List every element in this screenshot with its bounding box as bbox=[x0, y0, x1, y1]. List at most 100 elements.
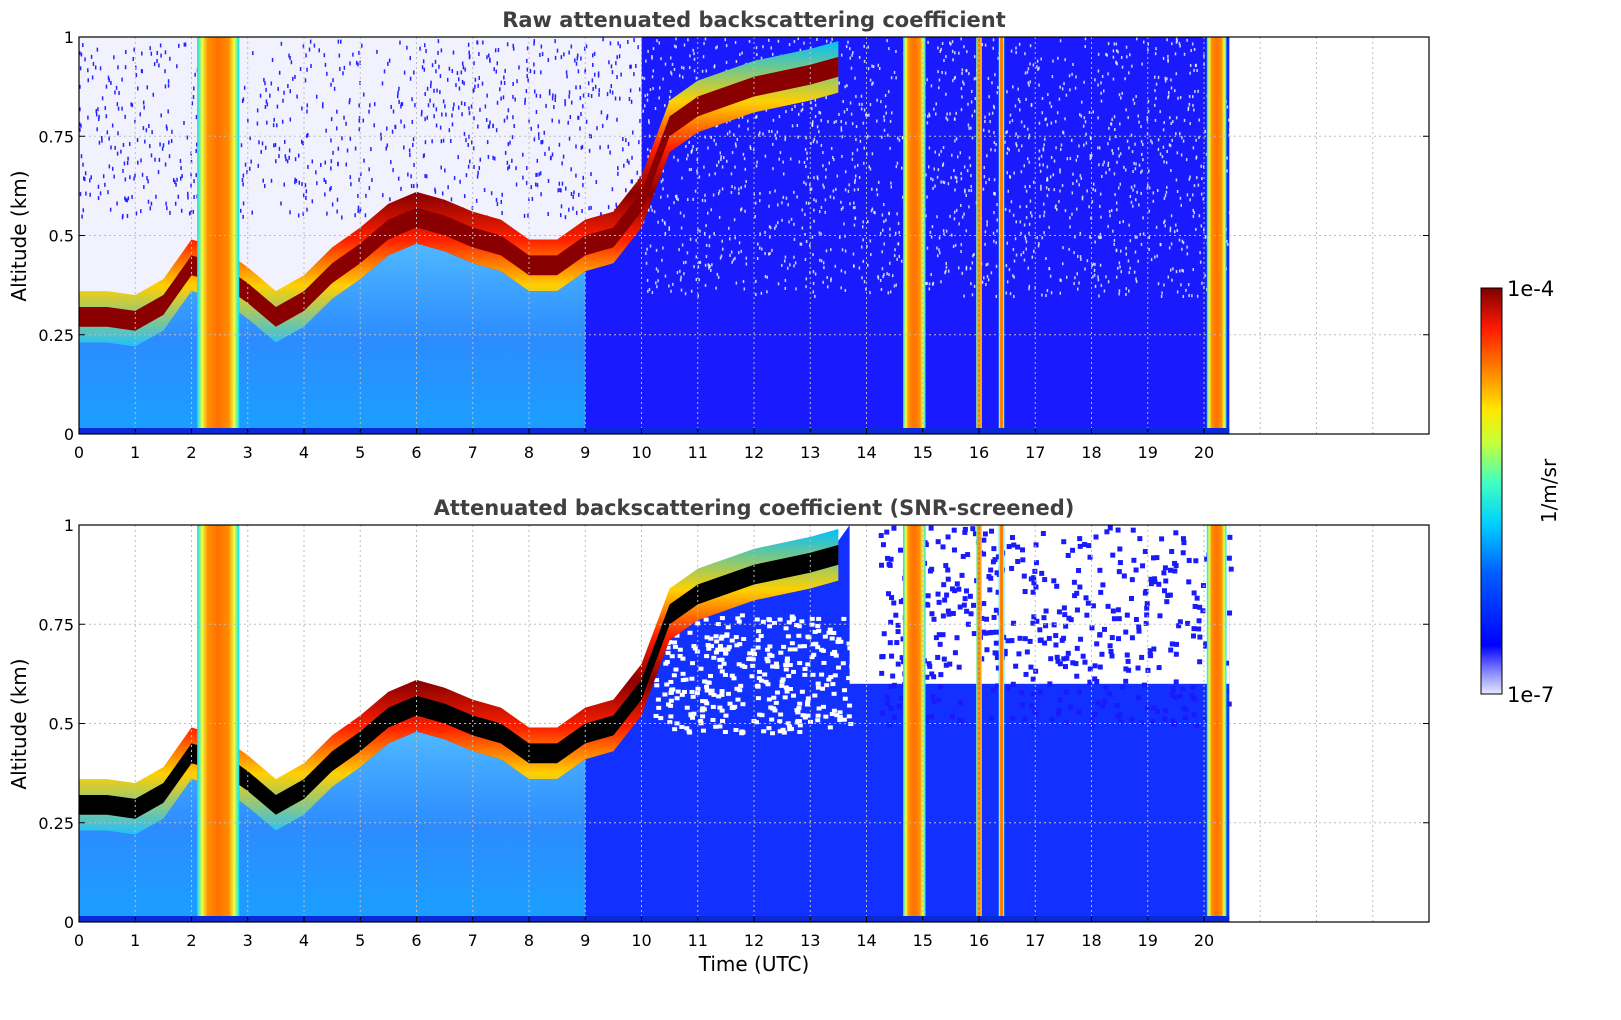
noise-speckle bbox=[867, 67, 870, 71]
noise-speckle bbox=[879, 278, 882, 282]
noise-speckle bbox=[607, 205, 610, 210]
noise-speckle bbox=[970, 126, 972, 130]
noise-speckle bbox=[813, 208, 815, 212]
noise-speckle bbox=[142, 126, 145, 131]
noise-speckle bbox=[85, 191, 87, 196]
screened-speckle bbox=[784, 689, 790, 694]
screened-speckle bbox=[729, 673, 735, 678]
cloud-fragment bbox=[1116, 569, 1122, 575]
noise-speckle bbox=[578, 192, 580, 197]
noise-speckle bbox=[609, 41, 612, 46]
noise-speckle bbox=[704, 193, 706, 197]
screened-speckle bbox=[750, 663, 756, 668]
cloud-fragment bbox=[1116, 616, 1122, 622]
noise-speckle bbox=[358, 177, 360, 182]
noise-speckle bbox=[994, 148, 996, 152]
noise-speckle bbox=[1010, 49, 1013, 53]
noise-speckle bbox=[1148, 169, 1150, 173]
noise-speckle bbox=[940, 47, 942, 51]
noise-speckle bbox=[678, 248, 680, 252]
noise-speckle bbox=[1100, 81, 1102, 85]
noise-speckle bbox=[330, 159, 333, 164]
x-tick-label: 0 bbox=[74, 443, 84, 462]
noise-speckle bbox=[889, 146, 891, 150]
noise-speckle bbox=[540, 192, 542, 197]
noise-speckle bbox=[1157, 282, 1160, 286]
noise-speckle bbox=[1058, 97, 1061, 101]
noise-speckle bbox=[820, 118, 822, 122]
y-tick-label: 0.25 bbox=[38, 814, 74, 833]
noise-speckle bbox=[1075, 207, 1078, 211]
noise-speckle bbox=[1164, 194, 1167, 198]
screened-speckle bbox=[801, 644, 807, 649]
noise-speckle bbox=[652, 47, 655, 51]
noise-speckle bbox=[717, 160, 720, 164]
noise-speckle bbox=[947, 182, 950, 186]
noise-speckle bbox=[964, 190, 966, 194]
noise-speckle bbox=[1057, 56, 1059, 60]
noise-speckle bbox=[740, 249, 743, 253]
noise-speckle bbox=[701, 198, 704, 202]
noise-speckle bbox=[1043, 210, 1046, 214]
noise-speckle bbox=[657, 220, 659, 224]
noise-speckle bbox=[896, 212, 898, 216]
noise-speckle bbox=[1138, 163, 1141, 167]
noise-speckle bbox=[811, 235, 814, 239]
noise-speckle bbox=[840, 128, 843, 132]
noise-speckle bbox=[996, 91, 999, 95]
noise-speckle bbox=[242, 214, 244, 219]
x-tick-label: 2 bbox=[186, 443, 196, 462]
cloud-fragment bbox=[1126, 667, 1132, 673]
noise-speckle bbox=[818, 110, 820, 114]
cloud-fragment bbox=[1117, 560, 1123, 566]
noise-speckle bbox=[814, 294, 816, 298]
x-tick-label: 2 bbox=[186, 931, 196, 950]
screened-speckle bbox=[791, 693, 797, 698]
cloud-fragment bbox=[927, 568, 933, 574]
noise-speckle bbox=[1019, 205, 1021, 209]
noise-speckle bbox=[622, 147, 624, 152]
noise-speckle bbox=[1203, 228, 1205, 232]
noise-speckle bbox=[887, 90, 890, 94]
noise-speckle bbox=[1049, 101, 1051, 105]
noise-speckle bbox=[1091, 263, 1093, 267]
noise-speckle bbox=[617, 171, 619, 176]
noise-speckle bbox=[193, 86, 195, 91]
noise-speckle bbox=[742, 152, 745, 156]
noise-speckle bbox=[1107, 142, 1109, 146]
noise-speckle bbox=[772, 142, 774, 146]
noise-speckle bbox=[615, 61, 617, 66]
cloud-fragment bbox=[1192, 696, 1198, 702]
noise-speckle bbox=[598, 88, 601, 93]
noise-speckle bbox=[847, 189, 850, 193]
noise-speckle bbox=[824, 210, 826, 214]
noise-speckle bbox=[1147, 99, 1150, 103]
x-tick-label: 10 bbox=[631, 931, 651, 950]
screened-speckle bbox=[799, 689, 805, 694]
screened-speckle bbox=[725, 647, 731, 652]
noise-speckle bbox=[278, 146, 281, 151]
cloud-fragment bbox=[993, 640, 999, 646]
noise-speckle bbox=[457, 77, 460, 82]
screened-speckle bbox=[689, 689, 695, 694]
noise-speckle bbox=[995, 143, 997, 147]
screened-speckle bbox=[725, 625, 731, 630]
noise-speckle bbox=[645, 59, 647, 63]
noise-speckle bbox=[460, 70, 463, 75]
noise-speckle bbox=[850, 66, 853, 70]
noise-speckle bbox=[343, 65, 346, 70]
noise-speckle bbox=[435, 107, 438, 112]
noise-speckle bbox=[812, 281, 815, 285]
screened-speckle bbox=[771, 620, 777, 625]
noise-speckle bbox=[898, 254, 901, 258]
screened-speckle bbox=[783, 685, 789, 690]
noise-speckle bbox=[298, 180, 301, 185]
noise-speckle bbox=[647, 289, 649, 293]
cloud-fragment bbox=[1089, 717, 1095, 723]
noise-speckle bbox=[360, 171, 362, 176]
noise-speckle bbox=[946, 112, 948, 116]
noise-speckle bbox=[993, 131, 995, 135]
noise-speckle bbox=[1175, 178, 1178, 182]
noise-speckle bbox=[568, 94, 570, 99]
noise-speckle bbox=[965, 229, 968, 233]
